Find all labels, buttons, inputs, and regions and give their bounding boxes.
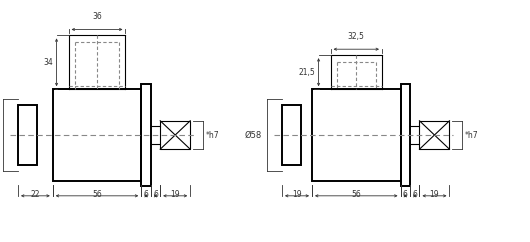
Text: 34: 34 bbox=[44, 58, 54, 67]
Bar bbox=[160, 121, 190, 149]
Bar bbox=[419, 121, 449, 149]
Text: 36: 36 bbox=[92, 12, 102, 22]
Text: 19: 19 bbox=[430, 190, 439, 199]
Bar bbox=[312, 89, 401, 181]
Text: 6: 6 bbox=[153, 190, 158, 199]
Text: 19: 19 bbox=[171, 190, 180, 199]
Bar bbox=[141, 84, 151, 186]
Text: Ø58: Ø58 bbox=[245, 130, 262, 139]
Bar bbox=[401, 84, 410, 186]
Text: *h7: *h7 bbox=[464, 130, 478, 139]
Text: 22: 22 bbox=[31, 190, 40, 199]
Text: 32,5: 32,5 bbox=[348, 32, 365, 41]
Bar bbox=[53, 89, 141, 181]
Text: 21,5: 21,5 bbox=[299, 68, 315, 77]
Bar bbox=[18, 105, 37, 165]
Text: 6: 6 bbox=[403, 190, 408, 199]
Text: *h7: *h7 bbox=[205, 130, 219, 139]
Text: 6: 6 bbox=[412, 190, 417, 199]
Text: 19: 19 bbox=[292, 190, 302, 199]
Text: 6: 6 bbox=[144, 190, 148, 199]
Bar bbox=[282, 105, 301, 165]
Text: 56: 56 bbox=[92, 190, 102, 199]
Text: 56: 56 bbox=[351, 190, 361, 199]
